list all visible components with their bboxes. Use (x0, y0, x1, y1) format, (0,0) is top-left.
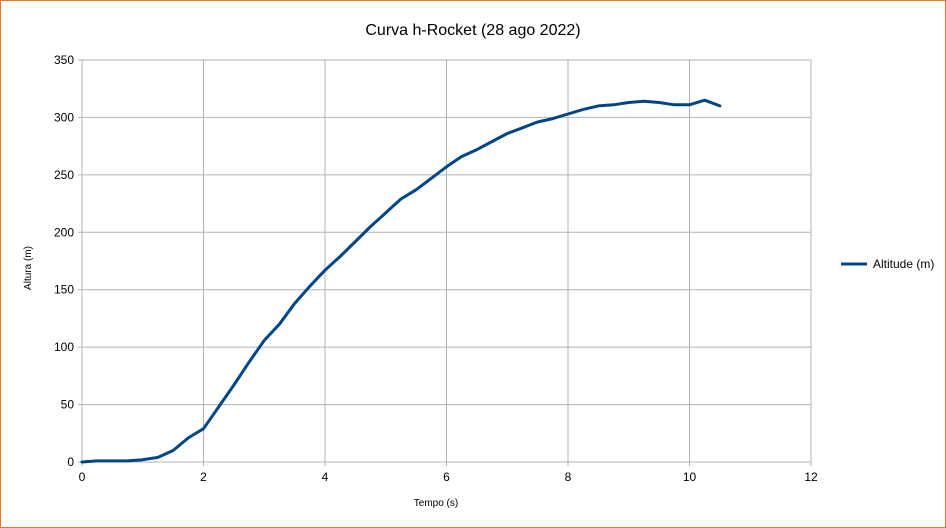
x-tick-label: 0 (79, 470, 86, 484)
y-tick-label: 50 (61, 398, 75, 412)
series-lines (80, 98, 722, 464)
legend: Altitude (m) (841, 257, 934, 271)
x-tick-label: 4 (322, 470, 329, 484)
x-tick-label: 8 (565, 470, 572, 484)
y-tick-label: 0 (67, 455, 74, 469)
y-axis-label: Altura (m) (23, 246, 34, 290)
legend-label: Altitude (m) (873, 257, 934, 271)
y-tick-label: 150 (54, 283, 74, 297)
y-tick-label: 100 (54, 340, 74, 354)
chart-title: Curva h-Rocket (28 ago 2022) (365, 22, 580, 39)
tick-labels: 0 50 100 150 200 250 300 350 0 2 4 6 8 10 12 (54, 53, 818, 484)
x-tick-label: 12 (804, 470, 818, 484)
series-line-altitude (80, 98, 722, 464)
y-tick-label: 300 (54, 110, 74, 124)
y-tick-label: 250 (54, 168, 74, 182)
x-tick-label: 2 (200, 470, 207, 484)
grid (78, 59, 812, 466)
y-tick-label: 200 (54, 225, 74, 239)
x-tick-label: 10 (683, 470, 697, 484)
x-axis-label: Tempo (s) (414, 498, 458, 509)
y-tick-label: 350 (54, 53, 74, 67)
x-tick-label: 6 (443, 470, 450, 484)
